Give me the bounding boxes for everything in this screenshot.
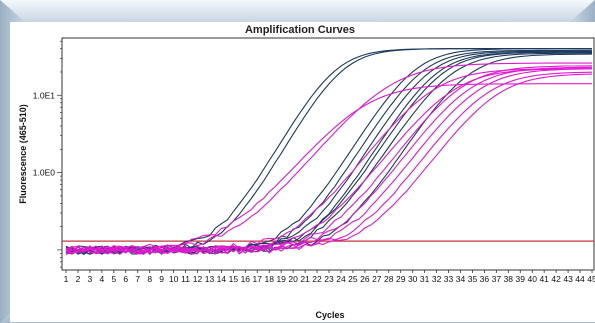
x-tick-label: 39 [516, 274, 526, 284]
x-tick-label: 24 [336, 274, 346, 284]
x-tick-label: 35 [468, 274, 478, 284]
x-tick-label: 16 [241, 274, 251, 284]
x-tick-label: 22 [312, 274, 322, 284]
x-tick-label: 26 [360, 274, 370, 284]
x-tick-label: 41 [539, 274, 549, 284]
x-tick-label: 44 [575, 274, 585, 284]
x-tick-label: 15 [229, 274, 239, 284]
x-tick-label: 34 [456, 274, 466, 284]
x-tick-label: 2 [76, 274, 81, 284]
x-tick-label: 45 [587, 274, 595, 284]
x-tick-label: 8 [147, 274, 152, 284]
x-tick-label: 23 [324, 274, 334, 284]
x-tick-label: 21 [300, 274, 310, 284]
x-tick-label: 43 [563, 274, 573, 284]
x-tick-label: 3 [88, 274, 93, 284]
x-tick-label: 12 [193, 274, 203, 284]
x-tick-label: 7 [135, 274, 140, 284]
x-tick-label: 10 [169, 274, 179, 284]
x-tick-label: 29 [396, 274, 406, 284]
x-tick-label: 37 [492, 274, 502, 284]
curves-layer [62, 48, 594, 256]
chart-title: Amplification Curves [245, 24, 355, 36]
x-tick-label: 11 [181, 274, 190, 284]
x-tick-label: 14 [217, 274, 227, 284]
x-tick-label: 42 [551, 274, 561, 284]
x-tick-label: 19 [276, 274, 286, 284]
x-tick-label: 33 [444, 274, 454, 284]
y-axis-label: Fluorescence (465-510) [18, 104, 28, 204]
x-tick-label: 4 [99, 274, 104, 284]
x-tick-label: 25 [348, 274, 358, 284]
x-tick-label: 38 [504, 274, 514, 284]
x-tick-label: 17 [253, 274, 263, 284]
y-tick-label: 1.0E0 [33, 168, 55, 178]
amplification-curve [65, 66, 593, 255]
x-tick-label: 5 [111, 274, 116, 284]
x-tick-label: 20 [288, 274, 298, 284]
x-tick-label: 30 [408, 274, 418, 284]
x-tick-label: 1 [64, 274, 69, 284]
amplification-curve [65, 51, 592, 255]
x-tick-label: 28 [384, 274, 394, 284]
x-tick-label: 6 [123, 274, 128, 284]
amplification-curve [65, 68, 593, 255]
x-tick-label: 9 [159, 274, 164, 284]
x-tick-label: 13 [205, 274, 215, 284]
axis-ticks: 1 2 3 4 5 6 7 8 9 10 11 12 13 14 15 16 17 18 19 20 21 22 23 24 2… [33, 40, 595, 284]
y-tick-label: 1.0E1 [33, 90, 55, 100]
frame-top-bevel [0, 0, 595, 22]
x-tick-label: 32 [432, 274, 442, 284]
x-tick-label: 27 [372, 274, 382, 284]
x-tick-label: 36 [480, 274, 490, 284]
x-tick-label: 31 [420, 274, 430, 284]
x-tick-label: 40 [527, 274, 537, 284]
x-axis-label: Cycles [315, 310, 344, 320]
x-tick-label: 18 [264, 274, 274, 284]
amplification-curve [65, 73, 593, 255]
